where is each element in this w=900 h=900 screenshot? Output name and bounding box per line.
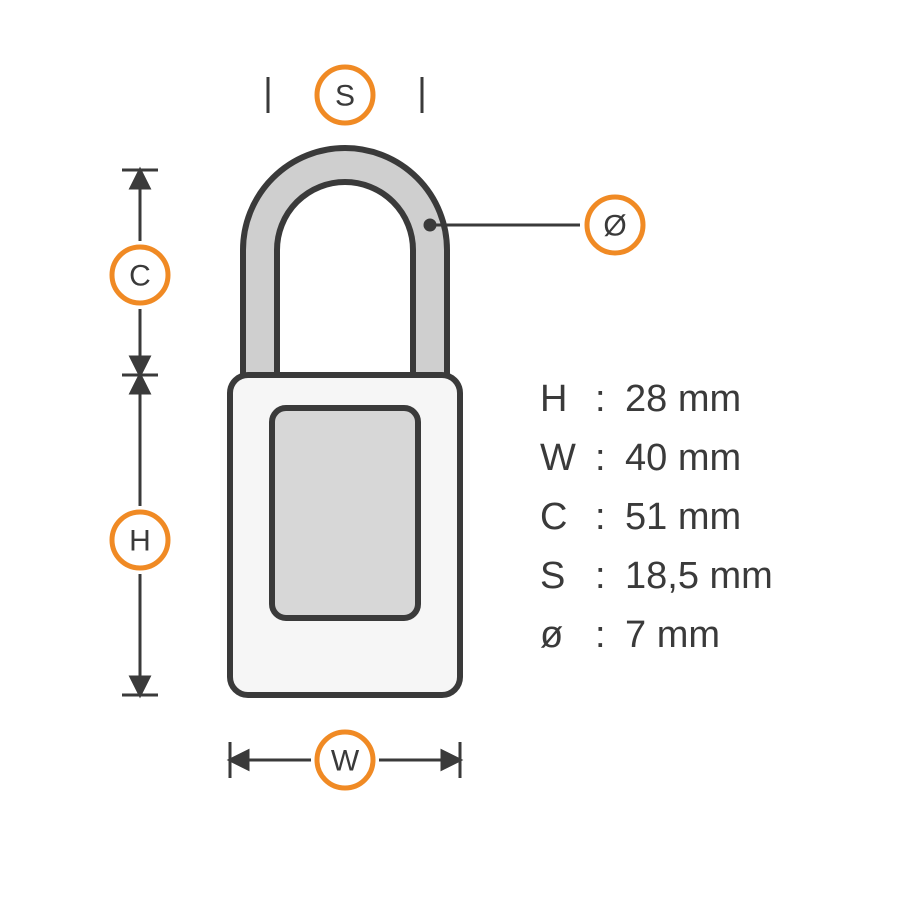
spec-colon: : <box>595 370 625 429</box>
badge-c-label: C <box>129 260 151 293</box>
badge-s: S <box>317 67 373 123</box>
spec-key: H <box>540 370 595 429</box>
padlock-shackle <box>243 148 447 375</box>
spec-row: ø : 7 mm <box>540 606 773 665</box>
spec-row: S : 18,5 mm <box>540 547 773 606</box>
spec-value: 18,5 mm <box>625 547 773 606</box>
spec-colon: : <box>595 429 625 488</box>
spec-value: 51 mm <box>625 488 741 547</box>
badge-diameter: Ø <box>587 197 643 253</box>
padlock-body <box>230 375 460 695</box>
spec-colon: : <box>595 606 625 665</box>
spec-value: 28 mm <box>625 370 741 429</box>
badge-h: H <box>112 512 168 568</box>
badge-s-label: S <box>335 80 355 113</box>
diagram-canvas: S C H W Ø H : 28 mm W : 40 mm <box>0 0 900 900</box>
spec-value: 7 mm <box>625 606 720 665</box>
badge-h-label: H <box>129 525 151 558</box>
badge-w: W <box>317 732 373 788</box>
spec-value: 40 mm <box>625 429 741 488</box>
badge-w-label: W <box>331 745 360 778</box>
spec-table: H : 28 mm W : 40 mm C : 51 mm S : 18,5 m… <box>540 370 773 664</box>
spec-key: C <box>540 488 595 547</box>
badge-diameter-label: Ø <box>603 210 626 243</box>
spec-colon: : <box>595 547 625 606</box>
spec-key: S <box>540 547 595 606</box>
dimension-diameter-leader <box>425 220 580 230</box>
badge-c: C <box>112 247 168 303</box>
spec-key: ø <box>540 606 595 665</box>
spec-key: W <box>540 429 595 488</box>
spec-row: H : 28 mm <box>540 370 773 429</box>
spec-colon: : <box>595 488 625 547</box>
spec-row: W : 40 mm <box>540 429 773 488</box>
spec-row: C : 51 mm <box>540 488 773 547</box>
